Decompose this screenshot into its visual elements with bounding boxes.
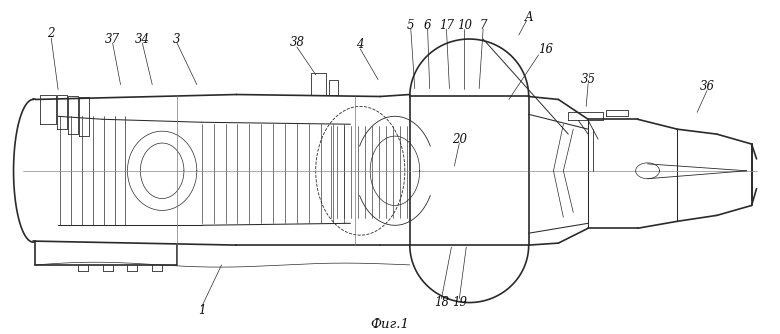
Text: 2: 2 (48, 27, 55, 40)
Text: 16: 16 (538, 43, 553, 56)
Text: 37: 37 (105, 32, 120, 45)
Text: 4: 4 (356, 38, 364, 51)
Text: 35: 35 (580, 73, 596, 86)
Text: Фиг.1: Фиг.1 (370, 318, 410, 331)
Text: 10: 10 (457, 19, 472, 32)
Text: 7: 7 (480, 19, 487, 32)
Text: 1: 1 (198, 304, 205, 317)
Text: A: A (524, 11, 533, 24)
Text: 3: 3 (173, 32, 181, 45)
Text: 19: 19 (452, 296, 467, 309)
Text: 38: 38 (289, 36, 304, 49)
Text: 34: 34 (135, 32, 150, 45)
Text: 20: 20 (452, 133, 467, 146)
Text: 6: 6 (424, 19, 431, 32)
Text: 36: 36 (700, 80, 714, 93)
Text: 18: 18 (434, 296, 449, 309)
Text: 17: 17 (439, 19, 454, 32)
Text: 5: 5 (407, 19, 414, 32)
